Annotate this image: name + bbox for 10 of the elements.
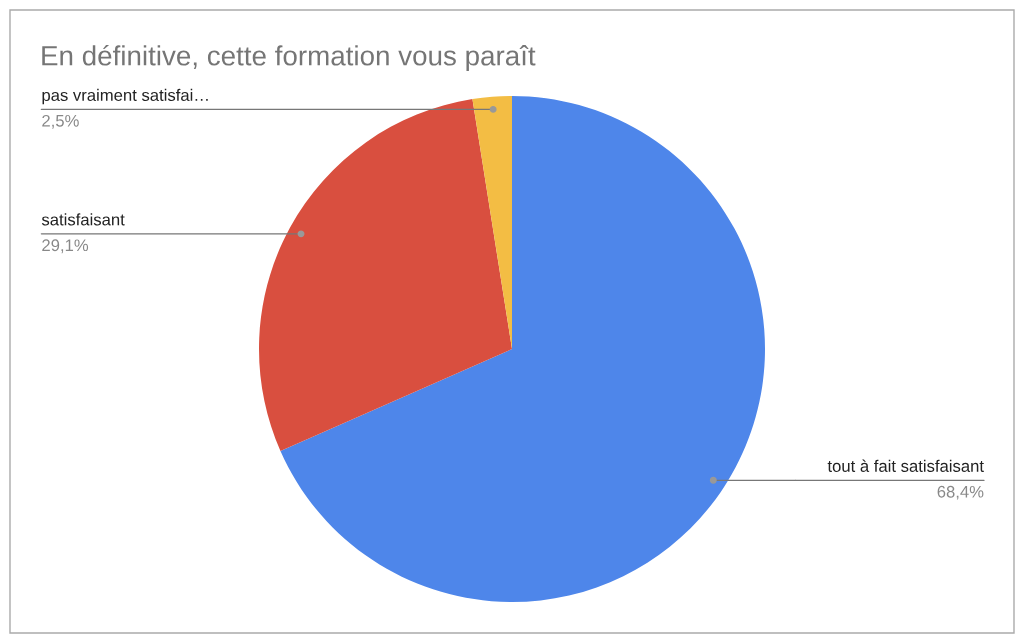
slice-label: pas vraiment satisfai… [42, 88, 208, 105]
pie-slice [259, 99, 512, 451]
slice-label: satisfaisant [41, 213, 125, 226]
data-label: 68,4% [937, 485, 984, 500]
pie-slice [280, 96, 765, 602]
data-label: 2,5% [42, 114, 79, 129]
data-label: 29,1% [42, 239, 89, 254]
chart-title: En définitive, cette formation vous paraît [42, 44, 536, 72]
pie-slice [472, 96, 512, 349]
slice-label: tout à fait satisfaisant [827, 459, 984, 472]
